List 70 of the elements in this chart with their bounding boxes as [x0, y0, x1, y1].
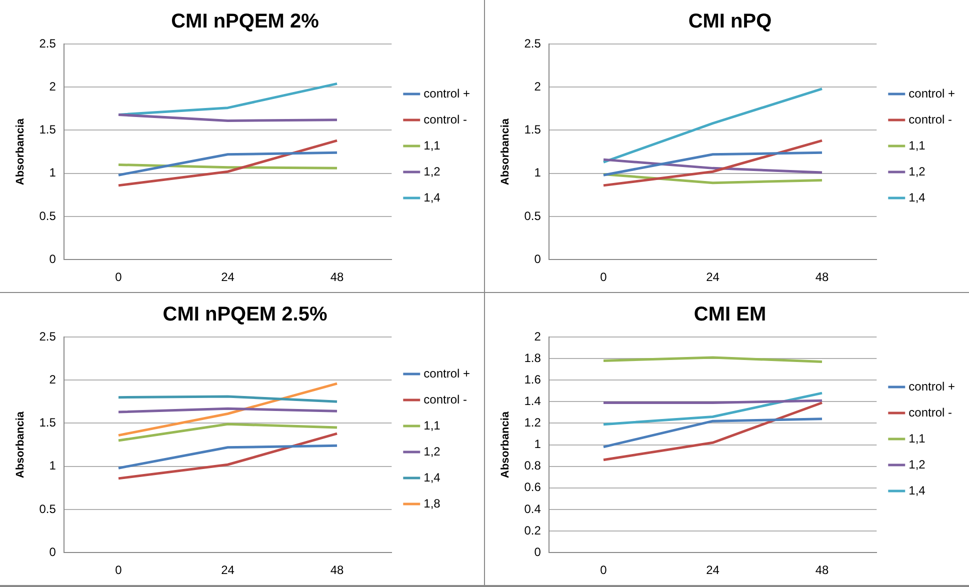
y-tick-label: 2.5	[524, 36, 542, 50]
y-tick-label: 1.5	[524, 122, 542, 137]
x-tick-label: 0	[115, 270, 122, 284]
legend-label: control +	[424, 86, 470, 100]
y-tick-label: 2	[49, 372, 56, 386]
y-tick-label: 1.4	[524, 394, 542, 408]
y-axis-title: Absorbancia	[14, 118, 27, 186]
y-tick-label: 1.5	[39, 416, 56, 430]
chart-title: CMI EM	[694, 304, 766, 326]
y-tick-label: 0	[49, 544, 56, 559]
x-tick-label: 24	[706, 270, 720, 284]
legend-label: control +	[908, 379, 955, 394]
legend-label: 1,2	[908, 164, 926, 178]
x-tick-label: 48	[815, 270, 830, 284]
legend-label: 1,1	[908, 138, 926, 152]
legend-label: 1,4	[424, 190, 441, 204]
legend-label: control -	[908, 112, 952, 126]
y-tick-label: 1.6	[524, 372, 542, 386]
y-tick-label: 1	[49, 166, 56, 180]
x-tick-label: 0	[600, 563, 608, 578]
x-tick-label: 24	[221, 270, 235, 284]
x-tick-label: 24	[706, 563, 720, 578]
y-tick-label: 1.8	[524, 350, 542, 365]
y-tick-label: 2.5	[39, 36, 56, 50]
legend-label: control -	[424, 112, 467, 126]
legend-label: control -	[908, 405, 952, 420]
y-axis-title: Absorbancia	[500, 410, 512, 478]
y-tick-label: 0.2	[524, 523, 542, 538]
y-tick-label: 0.4	[524, 502, 542, 516]
y-tick-label: 1	[534, 437, 542, 452]
y-tick-label: 1.2	[524, 416, 542, 430]
x-tick-label: 24	[221, 563, 235, 578]
y-tick-label: 0.6	[524, 480, 542, 494]
legend-label: 1,2	[908, 457, 926, 472]
y-tick-label: 2	[534, 329, 542, 344]
y-tick-label: 1	[534, 166, 542, 180]
legend-label: 1,1	[424, 138, 441, 152]
y-tick-label: 0	[534, 544, 542, 559]
legend-label: control +	[908, 86, 955, 100]
y-axis-title: Absorbancia	[500, 118, 512, 186]
y-tick-label: 0	[534, 252, 542, 266]
legend-label: control -	[424, 392, 467, 406]
legend-label: 1,4	[908, 190, 926, 204]
y-tick-label: 0.5	[39, 502, 56, 516]
y-tick-label: 0.5	[39, 208, 56, 223]
legend-label: 1,4	[908, 483, 926, 498]
legend-label: 1,1	[908, 431, 926, 446]
x-tick-label: 48	[330, 563, 344, 578]
y-axis-title: Absorbancia	[14, 410, 27, 478]
x-tick-label: 48	[815, 563, 830, 578]
x-tick-label: 0	[115, 563, 122, 578]
y-tick-label: 2.5	[39, 329, 56, 344]
chart-title: CMI nPQ	[688, 10, 772, 33]
y-tick-label: 1	[49, 458, 56, 473]
y-tick-label: 0.8	[524, 458, 542, 473]
y-tick-label: 2	[534, 79, 542, 94]
legend-label: 1,2	[424, 444, 441, 458]
legend-label: 1,4	[424, 470, 441, 484]
x-tick-label: 0	[600, 270, 608, 284]
x-tick-label: 48	[330, 270, 344, 284]
legend-label: control +	[424, 366, 470, 380]
chart-title: CMI nPQEM 2%	[171, 10, 320, 33]
y-tick-label: 0	[49, 252, 56, 266]
legend-label: 1,8	[424, 496, 441, 510]
y-tick-label: 1.5	[39, 122, 56, 137]
y-tick-label: 0.5	[524, 208, 542, 223]
legend-label: 1,1	[424, 418, 441, 432]
y-tick-label: 2	[49, 79, 56, 94]
chart-title: CMI nPQEM 2.5%	[162, 304, 328, 326]
legend-label: 1,2	[424, 164, 441, 178]
